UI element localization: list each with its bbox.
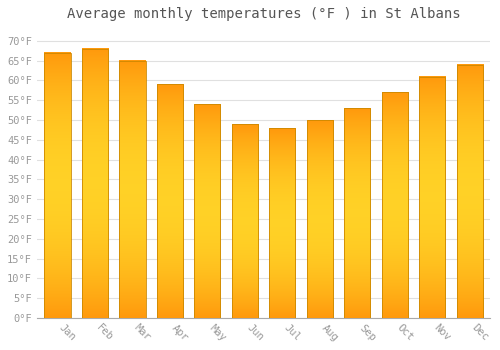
Bar [419, 77, 446, 318]
Bar [456, 65, 483, 318]
Bar [82, 49, 108, 318]
Title: Average monthly temperatures (°F ) in St Albans: Average monthly temperatures (°F ) in St… [67, 7, 460, 21]
Bar [232, 124, 258, 318]
Bar [344, 108, 370, 318]
Bar [269, 128, 295, 318]
Bar [194, 104, 220, 318]
Bar [382, 92, 408, 318]
Bar [120, 61, 146, 318]
Bar [156, 84, 183, 318]
Bar [44, 53, 70, 318]
Bar [306, 120, 333, 318]
